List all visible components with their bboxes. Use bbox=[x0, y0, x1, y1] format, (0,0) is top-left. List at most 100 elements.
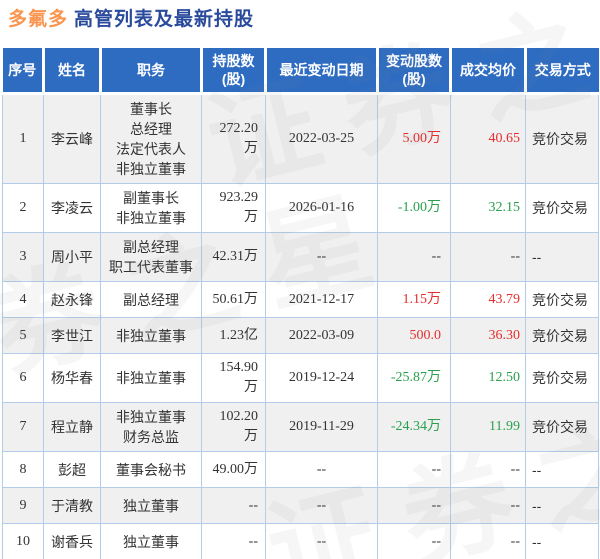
cell-no: 5 bbox=[2, 317, 44, 354]
cell-shares: -- bbox=[201, 523, 266, 559]
column-header-position: 职务 bbox=[99, 48, 203, 95]
cell-position: 副董事长 非独立董事 bbox=[100, 183, 202, 233]
cell-date: -- bbox=[265, 232, 378, 282]
table-header-row: 序号 姓名 职务 持股数 (股) 最近变动日期 变动股数 (股) 成交均价 交易方式 bbox=[2, 48, 599, 95]
cell-price: -- bbox=[450, 451, 526, 488]
page-title: 多氟多 高管列表及最新持股 bbox=[0, 0, 600, 31]
cell-price: 12.50 bbox=[450, 353, 526, 403]
cell-shares: 102.20万 bbox=[201, 402, 266, 452]
cell-method: 竞价交易 bbox=[525, 353, 599, 403]
table-row: 8 彭超 董事会秘书 49.00万 -- -- -- -- bbox=[2, 451, 599, 488]
cell-shares: -- bbox=[201, 487, 266, 524]
cell-date: 2022-03-09 bbox=[265, 317, 378, 354]
cell-shares: 1.23亿 bbox=[201, 317, 266, 354]
cell-position: 非独立董事 bbox=[100, 353, 202, 403]
cell-name: 李凌云 bbox=[43, 183, 101, 233]
cell-date: -- bbox=[265, 487, 378, 524]
cell-price: -- bbox=[450, 232, 526, 282]
table-row: 9 于清教 独立董事 -- -- -- -- -- bbox=[2, 487, 599, 524]
column-header-change: 变动股数 (股) bbox=[376, 48, 452, 95]
cell-no: 8 bbox=[2, 451, 44, 488]
cell-position: 独立董事 bbox=[100, 487, 202, 524]
table-row: 2 李凌云 副董事长 非独立董事 923.29万 2026-01-16 -1.0… bbox=[2, 183, 599, 233]
cell-change: 500.0 bbox=[377, 317, 451, 354]
cell-position: 副总经理 bbox=[100, 281, 202, 318]
cell-name: 程立静 bbox=[43, 402, 101, 452]
cell-change: -25.87万 bbox=[377, 353, 451, 403]
column-header-method: 交易方式 bbox=[524, 48, 599, 95]
holdings-table: 序号 姓名 职务 持股数 (股) 最近变动日期 变动股数 (股) 成交均价 交易方式 1 李云… bbox=[2, 48, 599, 559]
cell-date: 2022-03-25 bbox=[265, 93, 378, 184]
cell-date: -- bbox=[265, 523, 378, 559]
table-row: 7 程立静 非独立董事 财务总监 102.20万 2019-11-29 -24.… bbox=[2, 402, 599, 452]
cell-position: 董事长 总经理 法定代表人 非独立董事 bbox=[100, 93, 202, 184]
column-header-date: 最近变动日期 bbox=[264, 48, 379, 95]
cell-name: 谢香兵 bbox=[43, 523, 101, 559]
cell-name: 李世江 bbox=[43, 317, 101, 354]
holdings-table-wrapper: 序号 姓名 职务 持股数 (股) 最近变动日期 变动股数 (股) 成交均价 交易方式 1 李云… bbox=[2, 48, 599, 559]
cell-price: 43.79 bbox=[450, 281, 526, 318]
cell-name: 于清教 bbox=[43, 487, 101, 524]
column-header-no: 序号 bbox=[2, 48, 45, 95]
cell-name: 周小平 bbox=[43, 232, 101, 282]
cell-date: 2019-12-24 bbox=[265, 353, 378, 403]
cell-name: 李云峰 bbox=[43, 93, 101, 184]
cell-price: -- bbox=[450, 487, 526, 524]
cell-date: 2021-12-17 bbox=[265, 281, 378, 318]
column-header-shares: 持股数 (股) bbox=[200, 48, 267, 95]
cell-no: 2 bbox=[2, 183, 44, 233]
cell-name: 杨华春 bbox=[43, 353, 101, 403]
cell-method: 竞价交易 bbox=[525, 281, 599, 318]
cell-price: 32.15 bbox=[450, 183, 526, 233]
cell-shares: 50.61万 bbox=[201, 281, 266, 318]
cell-position: 副总经理 职工代表董事 bbox=[100, 232, 202, 282]
cell-no: 9 bbox=[2, 487, 44, 524]
cell-no: 3 bbox=[2, 232, 44, 282]
cell-price: 36.30 bbox=[450, 317, 526, 354]
cell-method: -- bbox=[525, 487, 599, 524]
cell-name: 彭超 bbox=[43, 451, 101, 488]
cell-no: 1 bbox=[2, 93, 44, 184]
table-row: 10 谢香兵 独立董事 -- -- -- -- -- bbox=[2, 523, 599, 559]
stock-name: 多氟多 bbox=[8, 9, 69, 30]
cell-date: 2019-11-29 bbox=[265, 402, 378, 452]
cell-shares: 923.29万 bbox=[201, 183, 266, 233]
column-header-name: 姓名 bbox=[42, 48, 102, 95]
cell-change: -1.00万 bbox=[377, 183, 451, 233]
cell-position: 非独立董事 bbox=[100, 317, 202, 354]
table-row: 6 杨华春 非独立董事 154.90万 2019-12-24 -25.87万 1… bbox=[2, 353, 599, 403]
cell-name: 赵永锋 bbox=[43, 281, 101, 318]
cell-change: -- bbox=[377, 232, 451, 282]
cell-price: 11.99 bbox=[450, 402, 526, 452]
cell-position: 董事会秘书 bbox=[100, 451, 202, 488]
cell-change: -- bbox=[377, 487, 451, 524]
cell-method: 竞价交易 bbox=[525, 183, 599, 233]
cell-shares: 272.20万 bbox=[201, 93, 266, 184]
cell-method: 竞价交易 bbox=[525, 402, 599, 452]
cell-change: 1.15万 bbox=[377, 281, 451, 318]
cell-no: 7 bbox=[2, 402, 44, 452]
table-row: 5 李世江 非独立董事 1.23亿 2022-03-09 500.0 36.30… bbox=[2, 317, 599, 354]
cell-change: -- bbox=[377, 523, 451, 559]
column-header-price: 成交均价 bbox=[449, 48, 527, 95]
cell-method: -- bbox=[525, 451, 599, 488]
cell-position: 非独立董事 财务总监 bbox=[100, 402, 202, 452]
cell-method: -- bbox=[525, 232, 599, 282]
cell-price: -- bbox=[450, 523, 526, 559]
cell-date: 2026-01-16 bbox=[265, 183, 378, 233]
cell-change: -24.34万 bbox=[377, 402, 451, 452]
cell-no: 6 bbox=[2, 353, 44, 403]
cell-price: 40.65 bbox=[450, 93, 526, 184]
page-subtitle: 高管列表及最新持股 bbox=[74, 9, 255, 30]
cell-method: -- bbox=[525, 523, 599, 559]
cell-method: 竞价交易 bbox=[525, 93, 599, 184]
cell-position: 独立董事 bbox=[100, 523, 202, 559]
cell-method: 竞价交易 bbox=[525, 317, 599, 354]
cell-date: -- bbox=[265, 451, 378, 488]
cell-change: -- bbox=[377, 451, 451, 488]
cell-change: 5.00万 bbox=[377, 93, 451, 184]
table-row: 4 赵永锋 副总经理 50.61万 2021-12-17 1.15万 43.79… bbox=[2, 281, 599, 318]
cell-shares: 49.00万 bbox=[201, 451, 266, 488]
cell-no: 10 bbox=[2, 523, 44, 559]
